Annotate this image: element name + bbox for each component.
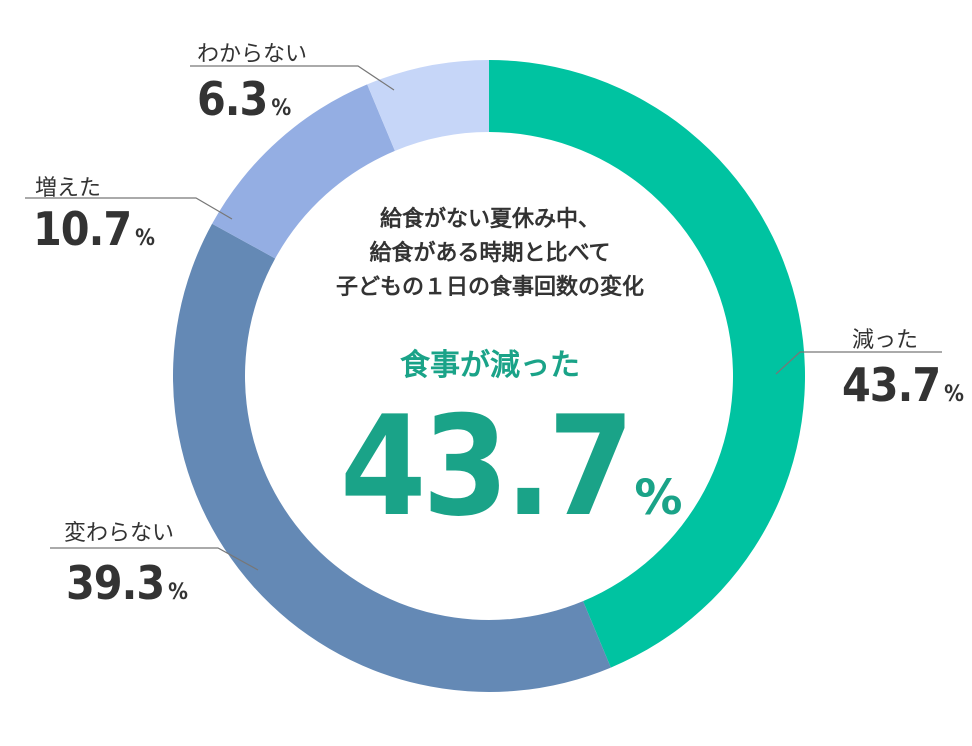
slice-value-unit: % [944,382,964,407]
center-title-line-3: 子どもの１日の食事回数の変化 [335,275,644,300]
leader-line-increased [25,197,233,220]
donut-slice-decreased [489,60,805,668]
slice-label-decreased: 減った [852,328,919,353]
center-highlight-label: 食事が減った [400,348,580,383]
donut-slice-increased [212,84,395,259]
slice-value-unit: % [271,96,292,121]
slice-value-number: 39.3 [66,556,165,610]
center-highlight-value: 43.7% [340,386,682,547]
donut-slice-unknown [367,60,489,151]
donut-slice-unchanged [172,223,611,693]
leader-line-decreased [775,351,942,375]
slice-value-unknown: 6.3% [197,72,291,126]
slice-label-unknown: わからない [197,42,308,67]
slice-value-number: 6.3 [197,72,268,126]
slice-value-number: 43.7 [842,358,941,412]
slice-value-decreased: 43.7% [842,358,964,412]
leader-line-unchanged [50,547,259,571]
center-highlight-unit: % [634,470,683,526]
leader-line-unknown [190,65,395,91]
center-title: 給食がない夏休み中、 給食がある時期と比べて 子どもの１日の食事回数の変化 [280,203,700,305]
center-highlight-number: 43.7 [340,386,634,547]
slice-value-increased: 10.7% [33,202,155,256]
slice-value-number: 10.7 [33,202,132,256]
slice-label-unchanged: 変わらない [64,521,175,546]
center-title-line-1: 給食がない夏休み中、 [379,207,600,232]
leader-lines [25,65,942,571]
slice-label-increased: 増えた [35,176,102,201]
donut-slices [172,60,805,693]
slice-value-unit: % [135,226,155,251]
center-title-line-2: 給食がある時期と比べて [369,241,611,266]
slice-value-unit: % [168,580,188,605]
slice-value-unchanged: 39.3% [66,556,188,610]
